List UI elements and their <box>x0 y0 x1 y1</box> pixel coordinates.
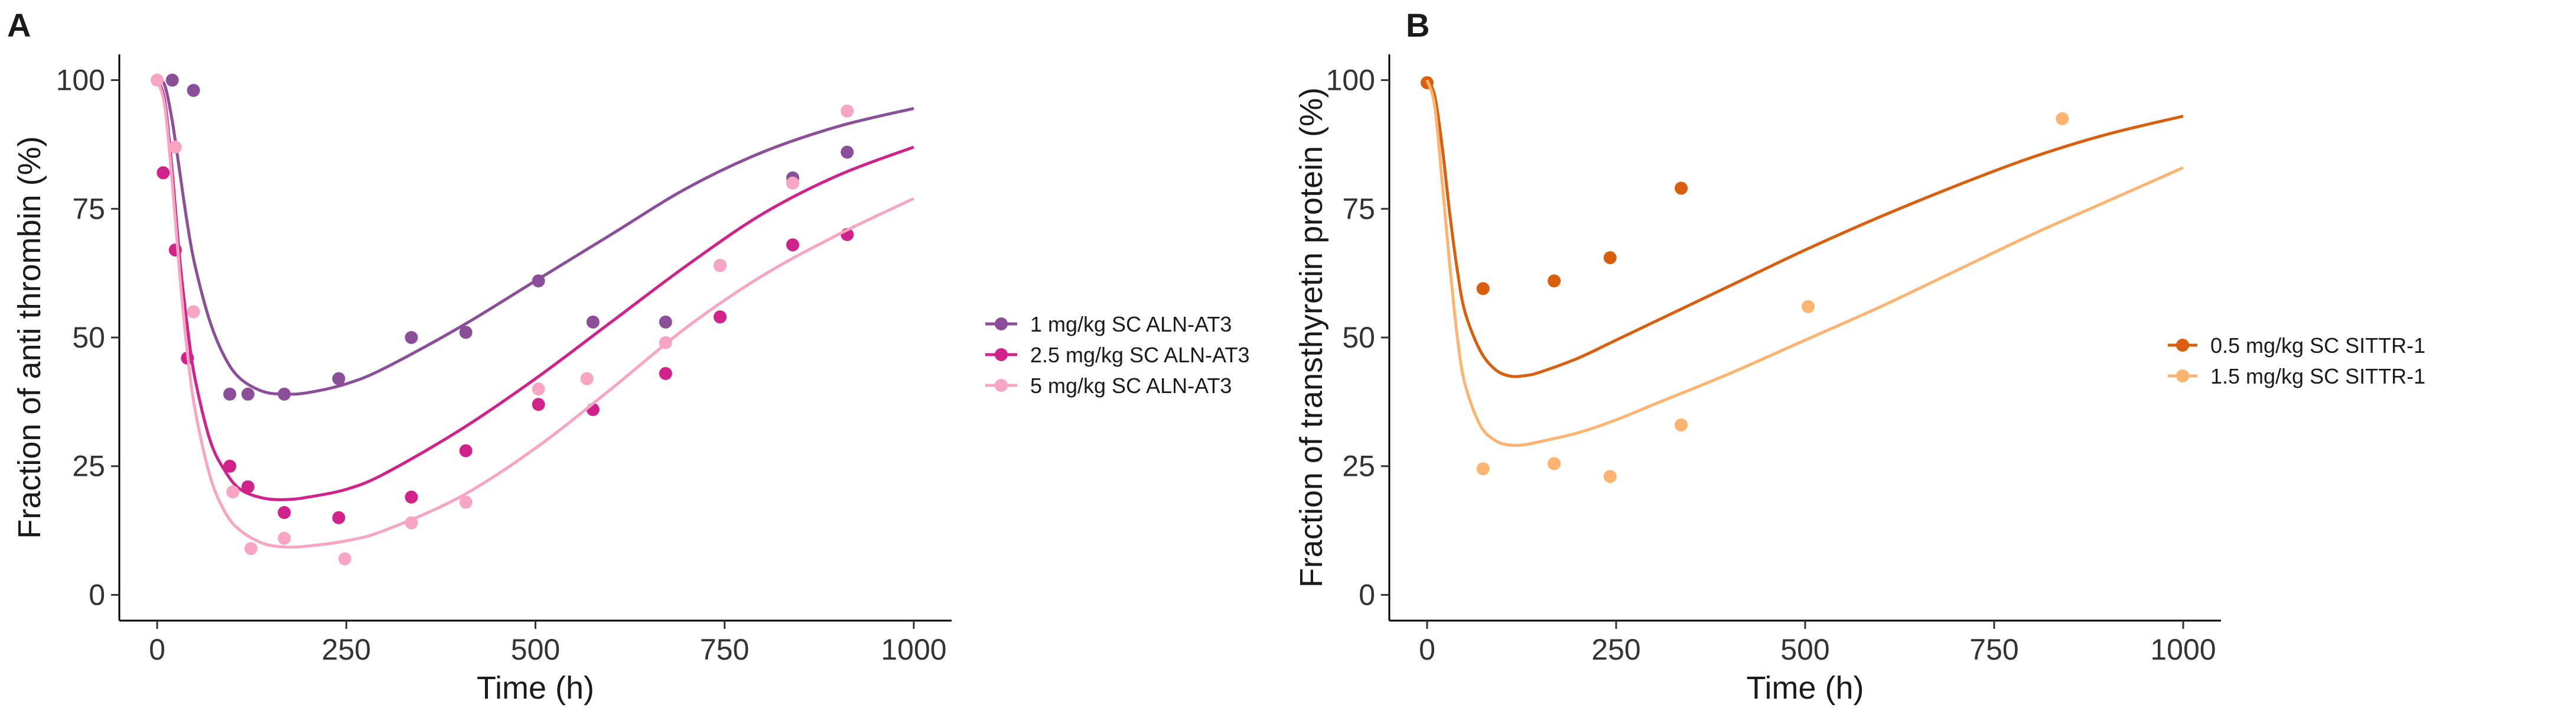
panel-b-fit-line-2 <box>1425 79 2184 447</box>
panel-a-x-tick-label: 750 <box>700 633 749 666</box>
panel-a-data-point <box>223 387 237 401</box>
panel-b-y-tick-label: 100 <box>1326 64 1375 97</box>
panel-a-data-point <box>241 480 255 494</box>
panel-a-data-point <box>532 274 545 288</box>
panel-b-y-tick-label: 50 <box>1342 321 1375 354</box>
panel-b-data-point <box>1476 282 1490 296</box>
panel-a-x-tick-label: 250 <box>322 633 371 666</box>
panel-a-legend-key-dot <box>995 348 1008 361</box>
panel-a-data-point <box>241 387 255 401</box>
panel-a-x-axis-title: Time (h) <box>477 670 594 706</box>
panel-a-data-point <box>332 372 346 385</box>
panel-a-data-point <box>659 336 672 349</box>
panel-a-data-point <box>580 372 594 385</box>
panel-b-data-point <box>1548 274 1561 288</box>
panel-a-data-point <box>714 259 727 272</box>
panel-a-y-axis-title: Fraction of anti thrombin (%) <box>12 136 47 538</box>
panel-a-fit-line-1 <box>156 79 914 396</box>
panel-a-data-point <box>841 104 854 118</box>
panel-b-data-point <box>1548 457 1561 470</box>
panel-a-data-point <box>714 310 727 324</box>
panel-b-data-point <box>2056 112 2069 125</box>
panel-a-y-tick-label: 100 <box>56 64 105 97</box>
panel-a-legend-label: 1 mg/kg SC ALN-AT3 <box>1030 312 1232 336</box>
panel-a-data-point <box>405 516 418 530</box>
panel-a-data-point <box>659 366 672 380</box>
panel-a-data-point <box>187 83 200 97</box>
panel-b-data-point <box>1802 300 1815 313</box>
panel-a-fit-line-2 <box>155 79 914 501</box>
panel-a-data-point <box>459 326 473 339</box>
panel-a-legend-key-dot <box>995 379 1008 392</box>
panel-a-data-point <box>278 387 291 401</box>
panel-b-data-point <box>1675 181 1688 195</box>
panel-a-legend-key-dot <box>995 317 1008 330</box>
panel-a-x-tick-label: 1000 <box>881 633 946 666</box>
panel-a-data-point <box>168 243 182 257</box>
panel-a-x-tick-label: 0 <box>149 633 165 666</box>
panel-b-legend-key-dot <box>2176 339 2189 352</box>
panel-a-data-point <box>586 315 600 329</box>
panel-a-y-tick-label: 25 <box>72 450 105 483</box>
panel-a-data-point <box>841 145 854 159</box>
panel-b-fit-line-1 <box>1425 79 2184 378</box>
panel-a-data-point <box>532 382 545 396</box>
panel-a-data-point <box>532 398 545 411</box>
panel-b-legend-key-dot <box>2176 369 2189 382</box>
panel-b-legend-label: 0.5 mg/kg SC SITTR-1 <box>2210 333 2425 358</box>
panel-b-data-point <box>1675 418 1688 432</box>
panel-b-y-tick-label: 75 <box>1342 192 1375 225</box>
panel-a-y-tick-label: 75 <box>72 192 105 225</box>
panel-b-series-2 <box>1425 79 2184 483</box>
panel-letter-b: B <box>1406 7 1429 44</box>
panel-b-data-point <box>1476 462 1490 476</box>
panel-a-series-1 <box>156 73 914 401</box>
panel-a-data-point <box>459 495 473 509</box>
panel-a-data-point <box>786 176 800 190</box>
panel-a-data-point <box>187 305 200 319</box>
panel-a-y-tick-label: 50 <box>72 321 105 354</box>
panel-a-series-3 <box>151 73 915 566</box>
panel-a-legend-label: 2.5 mg/kg SC ALN-AT3 <box>1030 343 1249 367</box>
panel-a-data-point <box>405 490 418 504</box>
panel-a-data-point <box>157 166 170 180</box>
panel-b-x-tick-label: 750 <box>1969 633 2018 666</box>
panel-b-data-point <box>1603 251 1617 265</box>
panel-a-data-point <box>405 331 418 344</box>
panel-a-data-point <box>659 315 672 329</box>
panel-a-fit-line-3 <box>155 79 915 549</box>
panel-a-x-tick-label: 500 <box>511 633 560 666</box>
panel-b-x-tick-label: 250 <box>1591 633 1640 666</box>
panel-a-data-point <box>332 511 346 524</box>
panel-a-data-point <box>786 238 800 252</box>
panel-a-data-point <box>226 485 240 499</box>
panel-b-x-tick-label: 500 <box>1780 633 1829 666</box>
panel-b-x-axis-title: Time (h) <box>1747 670 1864 706</box>
panel-b-y-axis-title: Fraction of transthyretin protein (%) <box>1294 87 1329 588</box>
panel-a-data-point <box>244 542 258 556</box>
panel-a-data-point <box>165 73 179 87</box>
panel-a-series-2 <box>155 79 914 524</box>
panel-a-data-point <box>223 459 237 473</box>
panel-a-data-point <box>151 73 164 87</box>
panel-b-y-tick-label: 25 <box>1342 450 1375 483</box>
panel-b-series-1 <box>1421 76 2184 378</box>
panel-b-data-point <box>1603 470 1617 483</box>
panel-letter-a: A <box>7 7 31 44</box>
panel-b-y-tick-label: 0 <box>1359 578 1375 611</box>
panel-a-data-point <box>278 531 291 545</box>
panel-a-data-point <box>278 506 291 520</box>
panel-a-y-tick-label: 0 <box>89 578 105 611</box>
panel-a-data-point <box>459 444 473 457</box>
panel-b-x-tick-label: 1000 <box>2150 633 2216 666</box>
panel-a-data-point <box>338 552 351 566</box>
panel-b-x-tick-label: 0 <box>1419 633 1435 666</box>
panel-a-legend-label: 5 mg/kg SC ALN-AT3 <box>1030 374 1232 398</box>
panel-a-data-point <box>168 140 182 154</box>
panel-b-legend-label: 1.5 mg/kg SC SITTR-1 <box>2210 364 2425 388</box>
